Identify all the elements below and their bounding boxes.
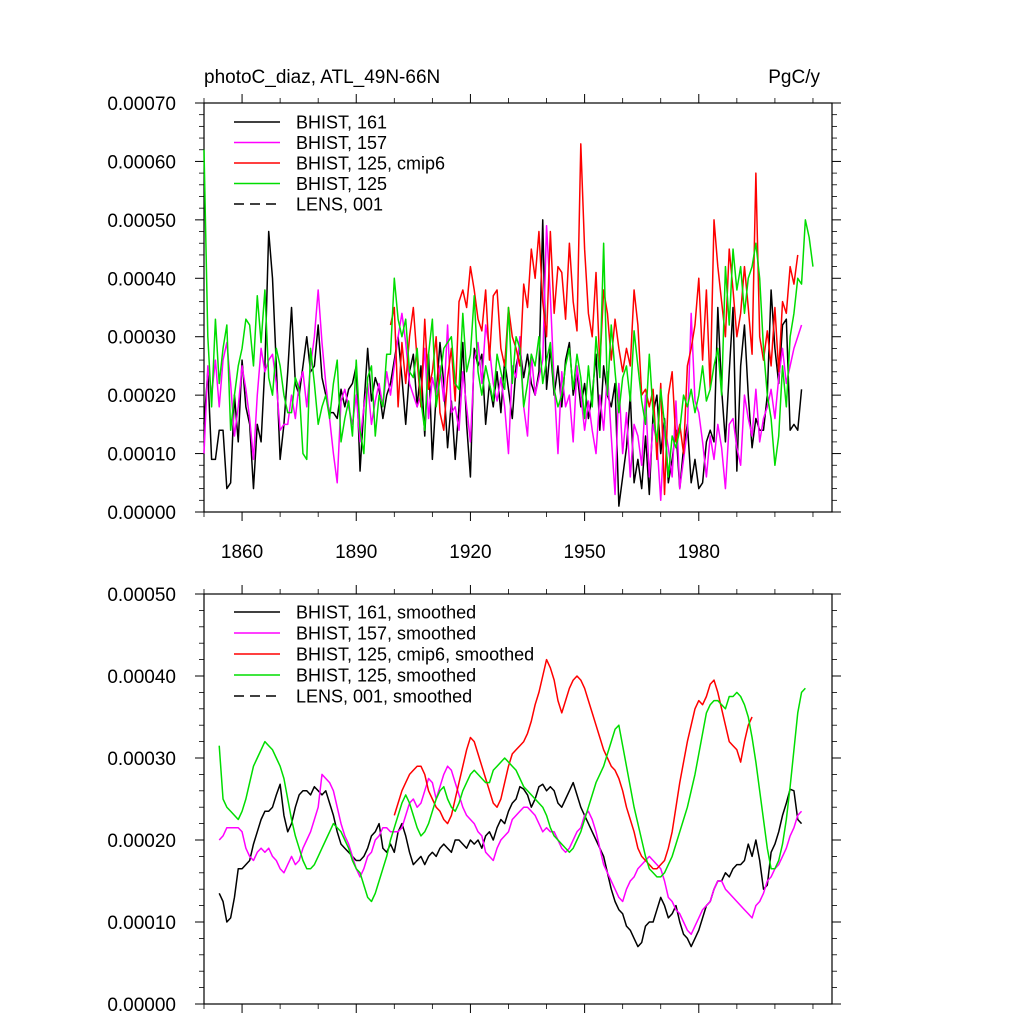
legend-label: BHIST, 161, smoothed (296, 603, 476, 623)
y-tick-label: 0.00020 (107, 831, 176, 852)
x-tick-label: 1920 (449, 542, 491, 563)
y-tick-label: 0.00010 (107, 913, 176, 934)
legend-label: BHIST, 125 (296, 174, 387, 194)
legend-label: BHIST, 125, cmip6, smoothed (296, 645, 534, 665)
plot-frame (203, 102, 833, 513)
plot-frame (203, 593, 833, 1005)
legend-label: BHIST, 157, smoothed (296, 624, 476, 644)
series-line (389, 143, 799, 496)
y-tick-label: 0.00060 (107, 152, 176, 173)
bottom-panel-chart: 0.00000 0.00010 0.00020 0.00030 0.00040 0.000… (107, 585, 841, 1016)
figure-title: photoC_diaz, ATL_49N-66N (204, 67, 440, 88)
series-line (393, 658, 753, 870)
y-tick-label: 0.00040 (107, 269, 176, 290)
legend-label: LENS, 001, smoothed (296, 687, 472, 707)
x-tick-label: 1950 (563, 542, 605, 563)
y-tick-label: 0.00050 (107, 585, 176, 606)
x-tick-label: 1980 (678, 542, 720, 563)
y-tick-label: 0.00020 (107, 386, 176, 407)
legend-label: BHIST, 125, smoothed (296, 666, 476, 686)
y-tick-label: 0.00030 (107, 328, 176, 349)
legend-label: BHIST, 157 (296, 133, 387, 153)
y-tick-label: 0.00000 (107, 995, 176, 1016)
y-tick-label: 0.00040 (107, 667, 176, 688)
units-label: PgC/y (768, 67, 820, 88)
x-tick-label: 1860 (221, 542, 263, 563)
y-tick-label: 0.00030 (107, 749, 176, 770)
y-tick-label: 0.00000 (107, 503, 176, 524)
y-tick-label: 0.00070 (107, 94, 176, 115)
legend-label: BHIST, 161 (296, 113, 387, 133)
series-line (218, 781, 803, 948)
top-panel-chart: 0.00000 0.00010 0.00020 0.00030 0.00040 0.000… (107, 94, 841, 563)
series-line (218, 687, 806, 903)
y-tick-label: 0.00050 (107, 211, 176, 232)
series-line (203, 224, 803, 502)
legend-label: LENS, 001 (296, 195, 383, 215)
x-tick-label: 1890 (335, 542, 377, 563)
series-line (218, 765, 803, 936)
series-line (203, 149, 814, 478)
legend-label: BHIST, 125, cmip6 (296, 154, 445, 174)
y-tick-label: 0.00010 (107, 445, 176, 466)
series-line (203, 219, 803, 507)
